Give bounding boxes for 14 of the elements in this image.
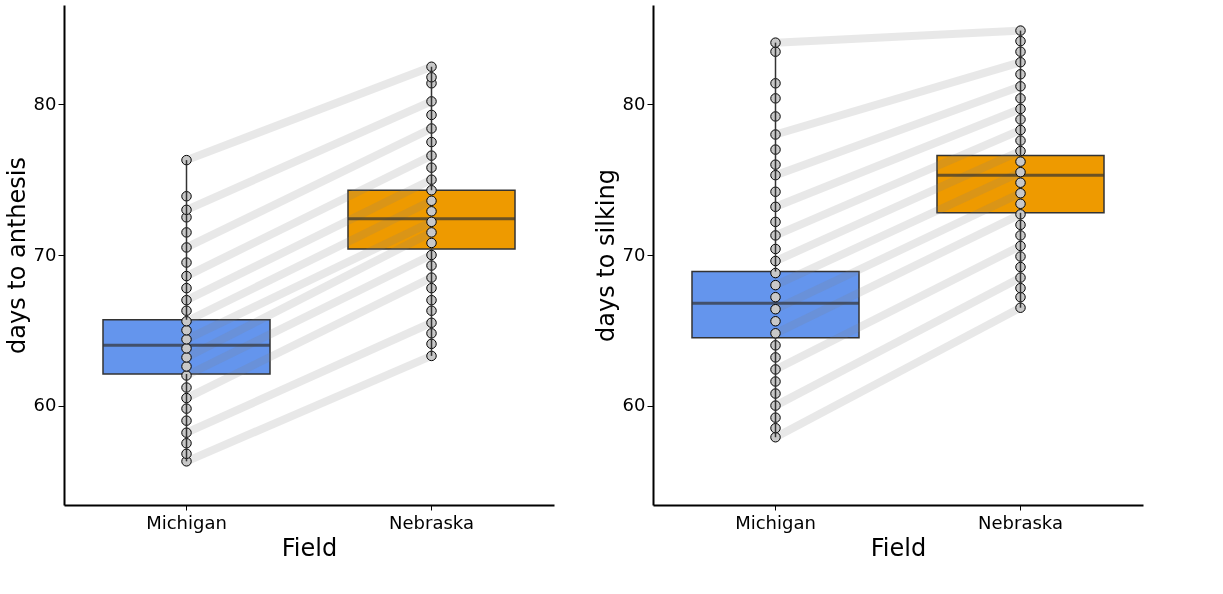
y-tick-label: 60 bbox=[33, 394, 57, 416]
y-axis-title: days to silking bbox=[591, 169, 620, 342]
x-tick-label: Michigan bbox=[146, 511, 227, 533]
x-tick-label: Nebraska bbox=[389, 511, 474, 533]
x-tick-label: Nebraska bbox=[978, 511, 1063, 533]
x-axis-title: Field bbox=[870, 533, 927, 562]
x-tick-label: Michigan bbox=[735, 511, 816, 533]
y-tick-label: 70 bbox=[33, 243, 57, 265]
y-tick-label: 70 bbox=[622, 243, 646, 265]
y-tick-label: 80 bbox=[622, 92, 646, 114]
x-axis-title: Field bbox=[281, 533, 338, 562]
y-tick-label: 60 bbox=[622, 394, 646, 416]
y-axis-title: days to anthesis bbox=[2, 157, 31, 354]
y-tick-label: 80 bbox=[33, 92, 57, 114]
